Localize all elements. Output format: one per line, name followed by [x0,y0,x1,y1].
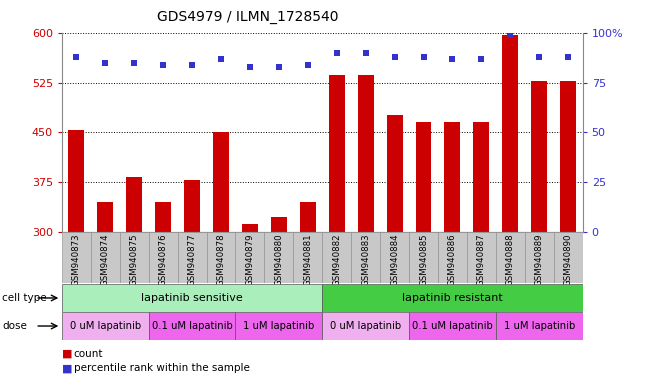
Text: GSM940879: GSM940879 [245,234,255,286]
Point [505,31,516,38]
Text: GDS4979 / ILMN_1728540: GDS4979 / ILMN_1728540 [157,10,338,23]
Text: GSM940882: GSM940882 [332,234,341,286]
Bar [62,284,322,312]
Bar [206,232,236,283]
Text: ■: ■ [62,349,72,359]
Bar [213,132,229,232]
Bar [409,312,496,340]
Text: GSM940890: GSM940890 [564,234,573,286]
Text: ■: ■ [62,363,72,373]
Bar [357,74,374,232]
Bar [242,223,258,232]
Point [389,53,400,60]
Bar [271,217,287,232]
Bar [503,35,518,232]
Bar [473,122,490,232]
Point [100,60,111,66]
Bar [236,232,264,283]
Text: 0 uM lapatinib: 0 uM lapatinib [330,321,401,331]
Point [187,61,197,68]
Bar [294,232,322,283]
Bar [496,312,583,340]
Text: GSM940874: GSM940874 [101,234,110,286]
Text: lapatinib resistant: lapatinib resistant [402,293,503,303]
Text: cell type: cell type [2,293,47,303]
Bar [120,232,148,283]
Bar [62,232,90,283]
Point [331,50,342,56]
Point [361,50,371,56]
Text: GSM940887: GSM940887 [477,234,486,286]
Bar [387,115,402,232]
Bar [322,232,351,283]
Text: GSM940885: GSM940885 [419,234,428,286]
Point [215,56,226,62]
Bar [148,312,236,340]
Text: GSM940873: GSM940873 [72,234,81,286]
Text: GSM940884: GSM940884 [390,234,399,286]
Point [129,60,139,66]
Text: GSM940877: GSM940877 [187,234,197,286]
Bar [561,81,576,232]
Bar [351,232,380,283]
Bar [329,75,344,232]
Text: GSM940888: GSM940888 [506,234,515,286]
Bar [184,180,200,232]
Bar [155,202,171,232]
Point [419,53,429,60]
Bar [531,81,547,232]
Text: dose: dose [2,321,27,331]
Bar [62,312,148,340]
Text: GSM940886: GSM940886 [448,234,457,286]
Text: percentile rank within the sample: percentile rank within the sample [74,363,249,373]
Bar [445,122,460,232]
Bar [178,232,206,283]
Text: GSM940875: GSM940875 [130,234,139,286]
Bar [236,312,322,340]
Point [303,61,313,68]
Bar [300,202,316,232]
Text: GSM940883: GSM940883 [361,234,370,286]
Text: GSM940878: GSM940878 [217,234,225,286]
Bar [126,177,142,232]
Bar [467,232,496,283]
Point [158,61,169,68]
Bar [148,232,178,283]
Text: lapatinib sensitive: lapatinib sensitive [141,293,243,303]
Bar [264,232,294,283]
Bar [380,232,409,283]
Bar [90,232,120,283]
Text: GSM940881: GSM940881 [303,234,312,286]
Point [245,63,255,70]
Bar [322,312,409,340]
Bar [409,232,438,283]
Text: 1 uM lapatinib: 1 uM lapatinib [243,321,314,331]
Text: 0 uM lapatinib: 0 uM lapatinib [70,321,141,331]
Point [476,56,486,62]
Bar [68,131,84,232]
Text: count: count [74,349,103,359]
Bar [496,232,525,283]
Point [447,56,458,62]
Bar [554,232,583,283]
Point [534,53,544,60]
Text: GSM940889: GSM940889 [534,234,544,286]
Point [71,53,81,60]
Bar [97,202,113,232]
Text: 0.1 uM lapatinib: 0.1 uM lapatinib [412,321,493,331]
Bar [415,122,432,232]
Bar [438,232,467,283]
Point [563,53,574,60]
Bar [322,284,583,312]
Text: GSM940880: GSM940880 [274,234,283,286]
Text: 1 uM lapatinib: 1 uM lapatinib [504,321,575,331]
Text: 0.1 uM lapatinib: 0.1 uM lapatinib [152,321,232,331]
Bar [525,232,554,283]
Point [273,63,284,70]
Text: GSM940876: GSM940876 [159,234,167,286]
